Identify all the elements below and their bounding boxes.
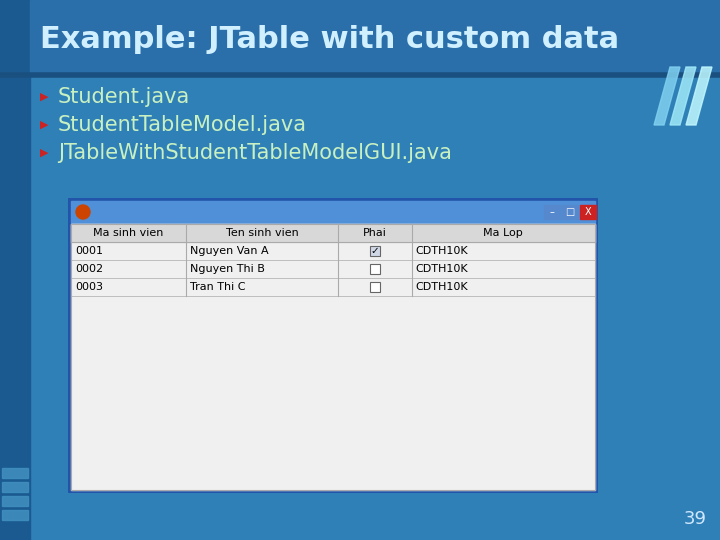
Text: Ten sinh vien: Ten sinh vien <box>226 228 299 238</box>
Text: Phai: Phai <box>363 228 387 238</box>
Bar <box>544 205 560 219</box>
Text: ✓: ✓ <box>371 246 379 256</box>
Text: Nguyen Van A: Nguyen Van A <box>190 246 269 256</box>
Text: 0001: 0001 <box>75 246 103 256</box>
Text: JTableWithStudentTableModelGUI.java: JTableWithStudentTableModelGUI.java <box>58 143 452 163</box>
Bar <box>0 0 30 540</box>
Bar <box>2 510 28 520</box>
Polygon shape <box>670 67 696 125</box>
Bar <box>2 468 28 478</box>
Bar <box>370 246 380 256</box>
Text: ▶: ▶ <box>40 120 48 130</box>
Text: ▶: ▶ <box>40 92 48 102</box>
Bar <box>71 224 595 490</box>
Polygon shape <box>686 67 712 125</box>
Bar <box>562 205 578 219</box>
Text: StudentTableModel.java: StudentTableModel.java <box>58 115 307 135</box>
Text: ▶: ▶ <box>40 148 48 158</box>
Text: □: □ <box>565 207 575 217</box>
Bar <box>71 201 595 223</box>
Text: X: X <box>585 207 591 217</box>
Bar <box>370 282 380 292</box>
Bar <box>2 496 28 506</box>
Text: 0003: 0003 <box>75 282 103 292</box>
Text: CDTH10K: CDTH10K <box>415 264 468 274</box>
Text: CDTH10K: CDTH10K <box>415 246 468 256</box>
Text: Ma sinh vien: Ma sinh vien <box>94 228 164 238</box>
Text: CDTH10K: CDTH10K <box>415 282 468 292</box>
Text: Example: JTable with custom data: Example: JTable with custom data <box>40 25 619 55</box>
Bar <box>370 264 380 274</box>
Text: 39: 39 <box>684 510 707 528</box>
Text: Nguyen Thi B: Nguyen Thi B <box>190 264 265 274</box>
Bar <box>2 482 28 492</box>
Text: –: – <box>549 207 554 217</box>
Bar <box>68 198 598 493</box>
Text: 0002: 0002 <box>75 264 103 274</box>
Bar <box>30 0 720 75</box>
Text: Student.java: Student.java <box>58 87 190 107</box>
Bar <box>71 224 595 490</box>
Bar <box>71 224 595 242</box>
Circle shape <box>76 205 90 219</box>
Text: Tran Thi C: Tran Thi C <box>190 282 246 292</box>
Text: Ma Lop: Ma Lop <box>483 228 523 238</box>
Bar <box>580 205 596 219</box>
Polygon shape <box>654 67 680 125</box>
